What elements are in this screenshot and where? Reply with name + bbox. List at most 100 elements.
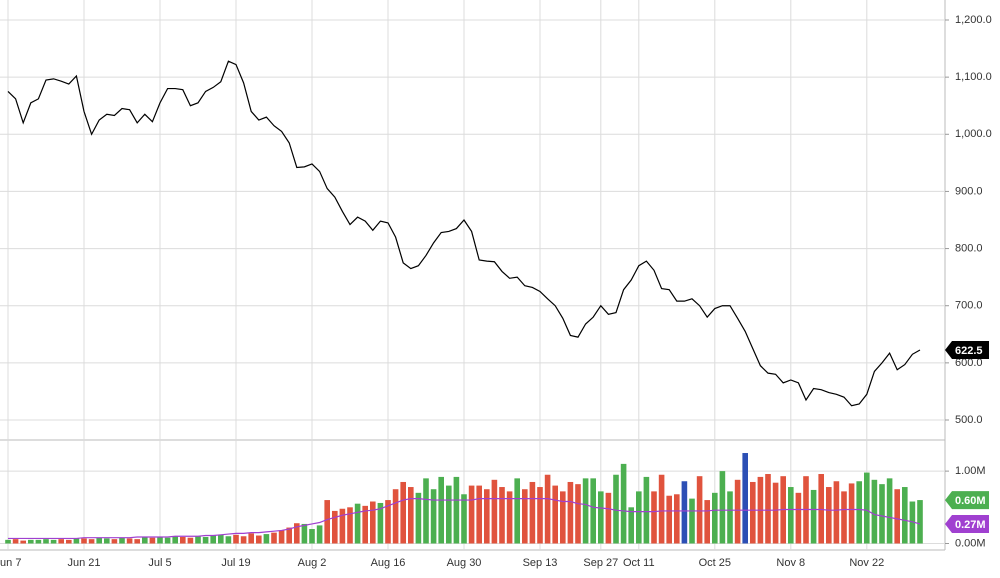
x-tick-label: Jul 19 — [221, 557, 250, 569]
volume-bar — [909, 501, 916, 544]
volume-bar — [902, 487, 908, 544]
volume-bar — [210, 535, 216, 544]
volume-bar — [20, 540, 26, 544]
y-tick-label: 700.0 — [955, 300, 983, 312]
x-tick-label: Oct 25 — [699, 557, 731, 569]
y-tick-label: 600.0 — [955, 357, 983, 369]
volume-bar — [613, 474, 619, 544]
x-tick-label: Jul 5 — [148, 557, 171, 569]
price-line — [8, 498, 921, 540]
volume-bar — [484, 489, 490, 544]
volume-bar — [864, 472, 870, 544]
volume-bar — [202, 536, 209, 544]
volume-bar — [81, 538, 87, 544]
volume-bar — [643, 476, 650, 544]
volume-bar — [104, 538, 110, 544]
volume-bar — [620, 463, 627, 544]
volume-bar — [499, 487, 505, 544]
volume-bar — [256, 535, 262, 544]
volume-bar — [795, 492, 802, 544]
volume-bar — [704, 500, 710, 544]
volume-bar — [689, 498, 695, 544]
volume-bar — [248, 533, 254, 544]
volume-bar — [377, 502, 384, 544]
volume-bar — [522, 489, 528, 544]
volume-bar — [195, 536, 201, 544]
volume-bar — [354, 503, 361, 544]
volume-bar — [324, 500, 330, 544]
volume-bar — [12, 539, 19, 544]
volume-bar — [742, 453, 748, 544]
volume-bar — [894, 489, 900, 544]
y-tick-label: 0.00M — [955, 537, 986, 549]
volume-bar — [552, 485, 558, 544]
volume-bar — [727, 491, 733, 544]
volume-bar — [294, 523, 300, 544]
volume-bar — [415, 492, 422, 544]
volume-bar — [712, 492, 718, 544]
y-tick-label: 1.00M — [955, 465, 986, 477]
x-tick-label: Aug 30 — [447, 557, 482, 569]
x-tick-label: Nov 22 — [849, 557, 884, 569]
volume-bar — [50, 539, 57, 544]
volume-bar — [590, 478, 596, 544]
y-tick-label: 1,000.0 — [955, 128, 992, 140]
volume-bar — [537, 487, 543, 544]
volume-bar — [28, 539, 34, 544]
volume-bar — [681, 481, 688, 544]
volume-bar — [575, 484, 581, 544]
volume-bar — [719, 471, 726, 544]
volume-bar — [96, 537, 102, 544]
volume-bar — [841, 491, 847, 544]
x-tick-label: Oct 11 — [623, 557, 655, 569]
volume-bar — [886, 478, 893, 544]
volume-bar — [88, 539, 95, 544]
volume-bar — [734, 479, 741, 544]
volume-bar — [879, 484, 885, 544]
volume-bar — [750, 481, 756, 544]
volume-bar — [134, 539, 140, 544]
volume-bar — [58, 539, 64, 544]
y-tick-label: 1,100.0 — [955, 71, 992, 83]
volume-bar — [286, 527, 292, 544]
volume-bar — [172, 536, 178, 544]
volume-bar — [218, 534, 224, 544]
volume-bar — [506, 491, 513, 544]
volume-bar — [309, 529, 315, 544]
volume-bar — [674, 494, 680, 544]
volume-bar — [301, 523, 308, 544]
volume-bar — [871, 479, 878, 544]
volume-bar — [598, 491, 604, 544]
volume-bar — [605, 492, 612, 544]
volume-bar — [332, 510, 338, 544]
volume-bar — [560, 491, 566, 544]
volume-bar — [476, 485, 482, 544]
volume-bar — [180, 536, 186, 544]
volume-bar — [461, 494, 467, 544]
volume-bar — [810, 489, 817, 544]
volume-bar — [157, 536, 163, 544]
last-price-badge: 622.5 — [955, 345, 983, 357]
volume-bar — [453, 476, 460, 544]
y-tick-label: 800.0 — [955, 242, 983, 254]
volume-bar — [233, 534, 239, 544]
volume-bar — [423, 478, 429, 544]
volume-bar — [438, 476, 444, 544]
volume-bar — [126, 538, 133, 544]
x-tick-label: Nov 8 — [776, 557, 805, 569]
volume-bar — [666, 495, 672, 544]
volume-badge-bg — [945, 491, 989, 510]
volume-bar — [111, 539, 118, 544]
volume-badge: 0.27M — [955, 519, 986, 531]
volume-bar — [772, 482, 779, 544]
volume-bar — [187, 537, 194, 544]
volume-badge-bg — [945, 514, 989, 533]
y-tick-label: 500.0 — [955, 414, 983, 426]
volume-bar — [658, 474, 665, 544]
volume-bar — [43, 539, 49, 544]
volume-bar — [818, 474, 824, 544]
volume-bar — [362, 505, 368, 544]
x-tick-label: Jun 7 — [0, 557, 21, 569]
volume-bar — [5, 539, 11, 544]
